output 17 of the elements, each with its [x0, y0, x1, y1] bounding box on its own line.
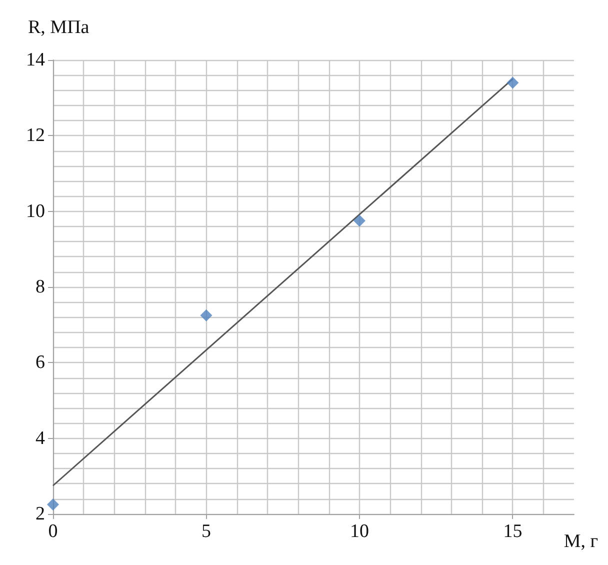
- point: [200, 309, 212, 322]
- y-tick-label: 4: [36, 428, 46, 449]
- y-tick-label: 14: [26, 50, 46, 70]
- x-tick-label: 15: [503, 521, 522, 542]
- y-tick-label: 10: [26, 200, 45, 222]
- x-tick-label: 5: [201, 521, 211, 542]
- point: [506, 76, 519, 89]
- x-axis-title: M, г: [564, 531, 598, 552]
- point: [353, 214, 366, 227]
- x-tick-label: 0: [48, 521, 58, 542]
- point: [47, 498, 59, 511]
- y-tick-label: 6: [36, 352, 45, 374]
- y-tick-label: 12: [26, 125, 45, 146]
- y-axis-title: R, МПа: [28, 17, 90, 38]
- y-tick-label: 2: [36, 504, 45, 524]
- x-tick-label: 10: [350, 521, 369, 542]
- y-tick-label: 8: [36, 276, 45, 298]
